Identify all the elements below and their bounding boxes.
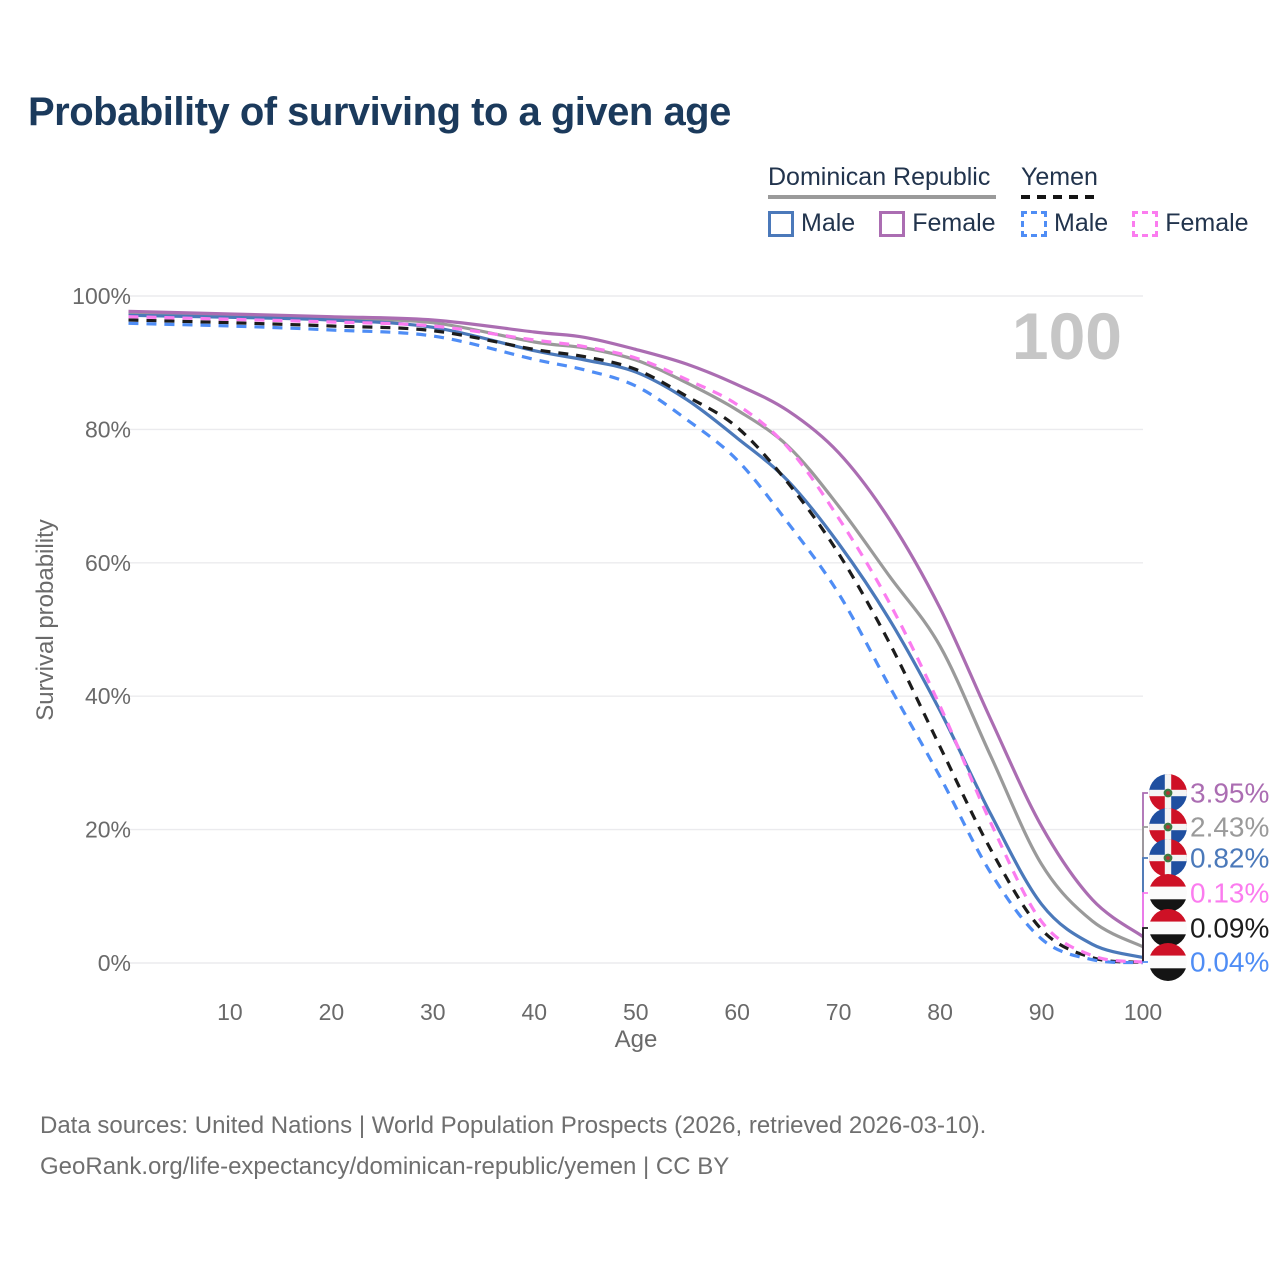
curve-yemen-total [128, 318, 1144, 964]
end-label-yemen-male: 0.04% [1149, 943, 1269, 981]
y-tick-label-0: 0% [98, 950, 131, 976]
end-label-value-dr-female: 3.95% [1190, 778, 1269, 809]
y-tick-label-40: 40% [85, 683, 131, 709]
end-label-value-dr-male: 0.82% [1190, 843, 1269, 874]
legend-item-label: Male [801, 209, 856, 237]
curve-yemen-male [128, 321, 1144, 965]
legend-item-dr-female[interactable]: Female [879, 209, 996, 238]
footer-attribution-link: GeoRank.org/life-expectancy/dominican-re… [40, 1153, 730, 1180]
y-tick-label-100: 100% [72, 283, 131, 309]
x-tick-label-50: 50 [623, 999, 649, 1025]
footer: Data sources: United Nations | World Pop… [40, 1105, 986, 1187]
legend-item-label: Male [1054, 209, 1109, 237]
end-label-value-dr-total: 2.43% [1190, 812, 1269, 843]
y-tick-label-80: 80% [85, 416, 131, 442]
curve-dr-total [128, 311, 1144, 949]
legend-item-yemen-male[interactable]: Male [1021, 209, 1108, 238]
x-tick-label-40: 40 [522, 999, 548, 1025]
footer-data-sources: Data sources: United Nations | World Pop… [40, 1112, 987, 1139]
end-connector-yemen-male [1142, 961, 1148, 963]
x-tick-label-100: 100 [1124, 999, 1162, 1025]
x-tick-label-70: 70 [826, 999, 852, 1025]
end-label-value-yemen-total: 0.09% [1190, 913, 1269, 944]
end-label-dr-total: 2.43% [1149, 808, 1269, 846]
dr-female-swatch-icon [879, 210, 906, 237]
yemen-male-swatch-icon [1021, 210, 1047, 237]
curve-dr-male [128, 313, 1144, 960]
end-label-dr-female: 3.95% [1149, 774, 1269, 812]
x-tick-label-30: 30 [420, 999, 446, 1025]
flag-dominican-republic-icon [1149, 774, 1187, 812]
yemen-female-swatch-icon [1132, 210, 1159, 237]
legend-group-dominican-republic: Dominican Republic Male Female [768, 163, 996, 238]
page-title: Probability of surviving to a given age [28, 90, 731, 134]
flag-yemen-icon [1149, 909, 1187, 947]
y-tick-label-60: 60% [85, 550, 131, 576]
x-tick-label-10: 10 [217, 999, 243, 1025]
legend-group-title-dominican-republic[interactable]: Dominican Republic [768, 163, 991, 191]
legend-underline-dashed [1021, 195, 1099, 199]
curve-dr-female [128, 309, 1144, 939]
x-tick-label-80: 80 [927, 999, 953, 1025]
flag-yemen-icon [1149, 943, 1187, 981]
curve-yemen-female [128, 315, 1144, 964]
end-connector-yemen-total [1142, 927, 1148, 963]
age-indicator: 100 [1011, 299, 1122, 373]
legend-row-dominican-republic: Male Female [768, 209, 996, 238]
flag-yemen-icon [1149, 874, 1187, 912]
legend-group-title-yemen[interactable]: Yemen [1021, 163, 1098, 191]
end-label-value-yemen-female: 0.13% [1190, 878, 1269, 909]
end-label-dr-male: 0.82% [1149, 839, 1269, 877]
x-axis-title: Age [614, 1026, 658, 1053]
legend-item-label: Female [1165, 209, 1249, 237]
flag-dominican-republic-icon [1149, 839, 1187, 877]
end-label-value-yemen-male: 0.04% [1190, 947, 1269, 978]
x-tick-label-20: 20 [319, 999, 345, 1025]
y-tick-label-20: 20% [85, 817, 131, 843]
legend-item-label: Female [912, 209, 996, 237]
legend-underline-solid [768, 195, 996, 199]
legend-group-yemen: Yemen Male Female [1021, 163, 1249, 238]
legend-item-dr-male[interactable]: Male [768, 209, 855, 238]
legend-row-yemen: Male Female [1021, 209, 1249, 238]
x-tick-label-90: 90 [1029, 999, 1055, 1025]
end-label-yemen-female: 0.13% [1149, 874, 1269, 912]
end-label-yemen-total: 0.09% [1149, 909, 1269, 947]
legend-item-yemen-female[interactable]: Female [1132, 209, 1249, 238]
x-tick-label-60: 60 [724, 999, 750, 1025]
dr-male-swatch-icon [768, 210, 794, 237]
